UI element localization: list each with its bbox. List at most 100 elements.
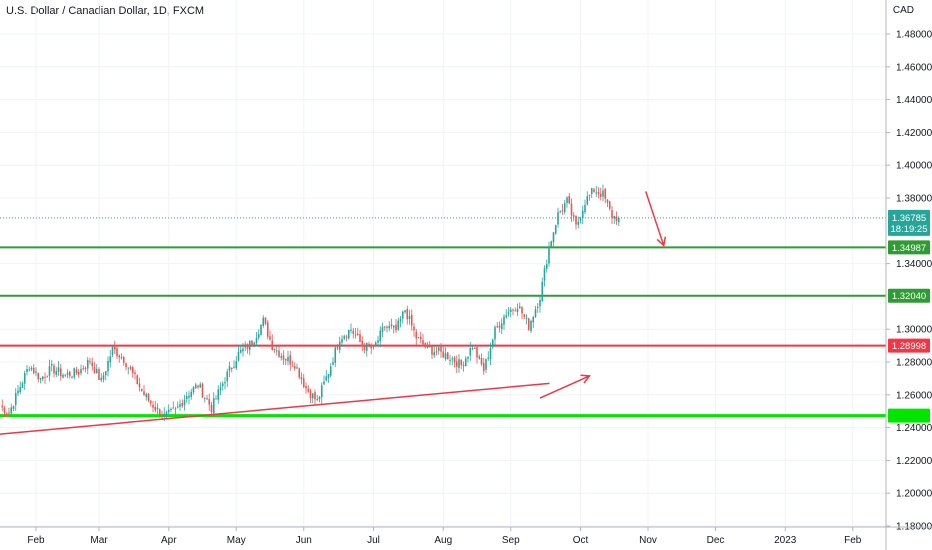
candle-body bbox=[1, 405, 4, 408]
candle-body bbox=[527, 318, 530, 330]
candle-body bbox=[410, 314, 413, 326]
horizontal-levels[interactable] bbox=[0, 217, 886, 418]
candle-body bbox=[325, 376, 328, 381]
candle-body bbox=[181, 403, 184, 407]
candle-body bbox=[505, 315, 508, 318]
candle-body bbox=[343, 336, 346, 339]
candle-body bbox=[314, 392, 316, 400]
candle-body bbox=[26, 368, 28, 372]
candle-body bbox=[62, 374, 64, 378]
arrow-shaft bbox=[645, 191, 665, 246]
price-tick-label: 1.44000 bbox=[896, 95, 932, 106]
candle-body bbox=[352, 330, 355, 334]
candle-body bbox=[336, 347, 339, 349]
candle-body bbox=[379, 330, 382, 342]
level-tag bbox=[888, 338, 930, 353]
candle-body bbox=[460, 360, 463, 366]
candle-body bbox=[104, 371, 107, 376]
candle-body bbox=[172, 407, 175, 409]
time-tick-label: Jun bbox=[296, 535, 312, 546]
candle-body bbox=[48, 366, 51, 376]
candle-body bbox=[507, 312, 510, 314]
candle-body bbox=[197, 385, 199, 388]
candle-body bbox=[462, 365, 465, 367]
candle-body bbox=[68, 371, 71, 377]
time-axis[interactable]: Feb Mar Apr May Jun Jul Aug Sep Oct Nov Dec 2023 Feb bbox=[0, 526, 932, 546]
candle-body bbox=[617, 218, 620, 223]
price-tick-label: 1.48000 bbox=[896, 30, 932, 41]
candle-body bbox=[107, 360, 109, 372]
candle-body bbox=[248, 340, 251, 350]
price-tick-label: 1.34000 bbox=[896, 259, 932, 270]
candle-body bbox=[431, 346, 433, 355]
candle-body bbox=[359, 334, 361, 343]
candle-body bbox=[613, 215, 616, 219]
candle-body bbox=[183, 399, 186, 406]
candle-body bbox=[32, 367, 35, 374]
candle-body bbox=[149, 400, 152, 404]
price-tick-label: 1.38000 bbox=[896, 194, 932, 205]
candle-body bbox=[363, 345, 366, 350]
candle-body bbox=[570, 203, 573, 216]
candle-body bbox=[399, 318, 402, 322]
candle-body bbox=[163, 413, 166, 416]
candle-body bbox=[608, 201, 611, 209]
candle-body bbox=[419, 336, 422, 340]
candle-body bbox=[590, 188, 593, 194]
price-axis[interactable]: 1.48000 1.46000 1.44000 1.42000 1.40000 1.380… bbox=[885, 0, 932, 550]
candle-body bbox=[512, 309, 514, 311]
candle-body bbox=[212, 398, 215, 414]
candle-body bbox=[523, 314, 526, 317]
candle-body bbox=[368, 343, 370, 346]
candle-body bbox=[109, 356, 112, 363]
candle-body bbox=[323, 381, 325, 385]
candle-body bbox=[235, 361, 238, 369]
drawings[interactable] bbox=[0, 191, 667, 435]
candle-body bbox=[545, 264, 548, 269]
time-tick-label: Sep bbox=[502, 535, 520, 546]
candle-body bbox=[397, 320, 400, 330]
candle-body bbox=[521, 307, 523, 314]
candle-body bbox=[534, 309, 537, 317]
candle-body bbox=[586, 196, 589, 205]
candle-body bbox=[17, 390, 19, 394]
candle-body bbox=[341, 338, 343, 343]
candle-body bbox=[129, 367, 132, 369]
candle-body bbox=[509, 309, 512, 312]
candle-body bbox=[269, 336, 271, 340]
time-tick-label: Feb bbox=[27, 535, 45, 546]
trendline bbox=[0, 382, 550, 435]
candle-body bbox=[559, 211, 562, 213]
candle-body bbox=[404, 310, 406, 313]
candle-body bbox=[453, 357, 456, 363]
candle-body bbox=[307, 388, 310, 392]
candle-body bbox=[3, 407, 6, 414]
candle-body bbox=[347, 329, 350, 339]
candle-body bbox=[338, 341, 341, 350]
candle-body bbox=[206, 398, 208, 400]
candle-body bbox=[487, 357, 490, 359]
time-tick-label: Jul bbox=[367, 535, 380, 546]
candle-body bbox=[120, 357, 123, 359]
candle-body bbox=[374, 342, 377, 345]
candle-body bbox=[435, 351, 438, 353]
candle-body bbox=[550, 241, 553, 247]
candle-body bbox=[451, 358, 454, 360]
candle-body bbox=[455, 361, 458, 367]
price-tick-label: 1.46000 bbox=[896, 62, 932, 73]
candle-body bbox=[320, 385, 323, 398]
candle-body bbox=[473, 347, 476, 349]
time-tick-label: Feb bbox=[844, 535, 862, 546]
candle-body bbox=[577, 221, 580, 225]
time-tick-label: Apr bbox=[161, 535, 177, 546]
candle-body bbox=[100, 377, 103, 381]
candle-body bbox=[203, 397, 206, 399]
candle-body bbox=[489, 348, 492, 360]
chart-title: U.S. Dollar / Canadian Dollar, 1D, FXCM bbox=[6, 5, 205, 17]
candle-body bbox=[262, 317, 265, 326]
candle-body bbox=[264, 317, 267, 324]
candle-body bbox=[66, 372, 69, 375]
candle-body bbox=[77, 371, 80, 375]
current-price-tag bbox=[888, 209, 930, 236]
